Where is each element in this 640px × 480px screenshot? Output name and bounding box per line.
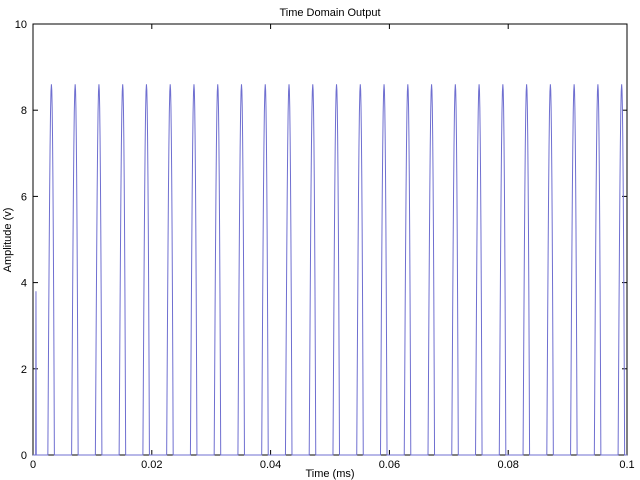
x-tick-label: 0.02 (141, 459, 162, 471)
x-tick-label: 0.04 (260, 459, 281, 471)
y-tick-label: 10 (15, 19, 27, 31)
y-tick-label: 4 (21, 278, 27, 290)
x-tick-label: 0.06 (379, 459, 400, 471)
y-tick-label: 6 (21, 191, 27, 203)
chart-title: Time Domain Output (279, 7, 380, 19)
plot-area: 0 0.02 0.04 0.06 0.08 0.1 0 2 4 6 8 10 (15, 19, 635, 471)
y-tick-label: 2 (21, 364, 27, 376)
y-tick-label: 0 (21, 450, 27, 462)
x-axis-label: Time (ms) (305, 468, 354, 480)
x-tick-label: 0.1 (619, 459, 634, 471)
x-tick-label: 0 (30, 459, 36, 471)
signal-series-line (33, 84, 627, 456)
x-tick-label: 0.08 (497, 459, 518, 471)
y-axis-label: Amplitude (v) (2, 208, 14, 273)
y-tick-label: 8 (21, 105, 27, 117)
